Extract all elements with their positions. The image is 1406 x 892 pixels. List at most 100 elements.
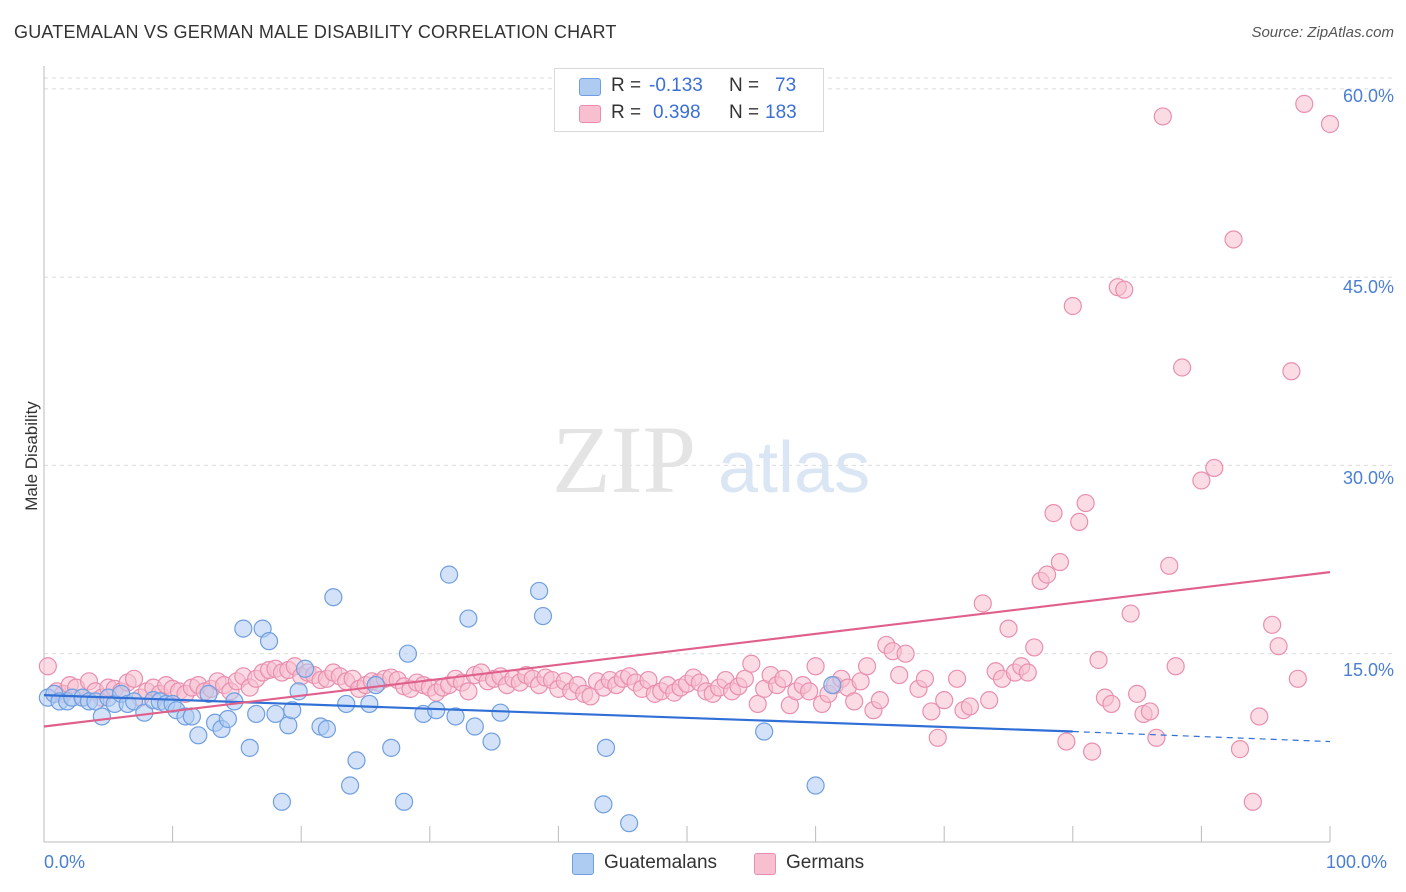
data-point — [1089, 650, 1108, 670]
data-point — [1173, 358, 1192, 377]
data-point — [439, 565, 459, 584]
watermark-atlas: atlas — [718, 428, 870, 508]
data-point — [1070, 512, 1089, 532]
data-point — [928, 728, 947, 747]
data-point — [124, 669, 144, 688]
trend-line-guatemalans — [43, 694, 1073, 733]
data-point — [935, 691, 954, 710]
data-point — [533, 606, 553, 626]
data-point — [1037, 565, 1057, 584]
data-point — [234, 619, 253, 638]
data-point — [806, 657, 825, 676]
data-point — [1063, 296, 1082, 316]
y-tick-label: 30.0% — [1342, 468, 1394, 488]
y-tick-label: 45.0% — [1342, 277, 1394, 297]
data-point — [337, 694, 356, 714]
r-value: -0.133 — [649, 75, 703, 96]
r-value: 0.398 — [653, 102, 701, 123]
correlation-legend: R = -0.133 N = 73 R = 0.398 N = 183 — [554, 68, 824, 132]
n-value: 183 — [765, 102, 797, 123]
data-point — [218, 709, 237, 729]
data-point — [594, 795, 613, 814]
data-point — [360, 694, 379, 714]
trend-line-guatemalans-extension — [1072, 730, 1331, 743]
data-point — [1160, 556, 1179, 575]
data-point — [247, 704, 266, 724]
data-point — [324, 588, 343, 607]
x-tick-label: 0.0% — [44, 852, 86, 872]
data-point — [240, 738, 259, 757]
data-point — [259, 632, 279, 651]
data-point — [915, 669, 935, 688]
data-point — [1018, 663, 1037, 682]
data-point — [806, 776, 825, 795]
data-point — [530, 581, 549, 601]
source-note: Source: ZipAtlas.com — [1251, 24, 1394, 41]
y-axis-label: Male Disability — [22, 401, 41, 511]
chart-title: GUATEMALAN VS GERMAN MALE DISABILITY COR… — [14, 22, 617, 42]
data-point — [459, 609, 478, 628]
data-point — [896, 644, 915, 663]
data-point — [870, 691, 890, 710]
data-point — [890, 665, 909, 685]
x-tick-label: 100.0% — [1326, 852, 1388, 872]
data-point — [845, 692, 864, 711]
data-point — [1153, 107, 1172, 126]
data-point — [189, 726, 208, 745]
data-point — [279, 716, 298, 735]
data-point — [398, 644, 418, 663]
data-point — [973, 594, 992, 613]
data-point — [742, 654, 761, 673]
data-point — [851, 672, 870, 691]
data-point — [459, 682, 478, 701]
legend-swatch-guatemalans — [579, 78, 601, 96]
data-point — [857, 657, 877, 676]
data-point — [1269, 637, 1288, 656]
legend-swatch-germans — [579, 105, 601, 123]
data-point — [1230, 740, 1250, 759]
data-point — [382, 738, 401, 757]
data-point — [1224, 230, 1243, 249]
y-tick-label: 15.0% — [1342, 660, 1394, 680]
data-point — [1057, 732, 1076, 751]
data-point — [748, 694, 767, 714]
data-point — [1050, 552, 1070, 572]
data-point — [92, 707, 111, 726]
data-point — [1102, 694, 1121, 714]
data-point — [482, 732, 501, 751]
data-point — [1192, 471, 1211, 490]
data-point — [755, 722, 774, 741]
r-label: R = — [611, 75, 642, 96]
data-point — [1288, 669, 1307, 688]
n-value: 73 — [775, 75, 797, 96]
legend-label: Guatemalans — [604, 852, 718, 873]
data-point — [1044, 504, 1063, 523]
data-point — [283, 701, 302, 720]
data-point — [1250, 707, 1269, 726]
watermark-zip: ZIP — [552, 406, 696, 513]
data-point — [620, 814, 639, 833]
legend-swatch-guatemalans — [572, 853, 594, 875]
data-point — [295, 659, 315, 678]
data-point — [1121, 604, 1140, 623]
data-point — [1147, 728, 1166, 747]
data-point — [980, 691, 999, 710]
data-point — [1282, 362, 1301, 381]
data-point — [823, 675, 842, 695]
data-point — [1243, 792, 1262, 811]
legend-swatch-germans — [754, 853, 776, 875]
data-point — [272, 792, 292, 811]
n-label: N = — [729, 75, 760, 96]
data-point — [1263, 615, 1282, 634]
data-point — [446, 707, 465, 726]
data-point — [1166, 657, 1185, 676]
series-germans — [38, 94, 1340, 811]
axes — [43, 66, 1331, 843]
data-point — [1295, 94, 1314, 113]
data-point — [1082, 742, 1102, 761]
data-point — [199, 684, 218, 703]
data-point — [491, 703, 510, 722]
data-point — [1205, 458, 1224, 478]
trend-line-germans — [43, 571, 1331, 728]
data-point — [947, 669, 967, 688]
